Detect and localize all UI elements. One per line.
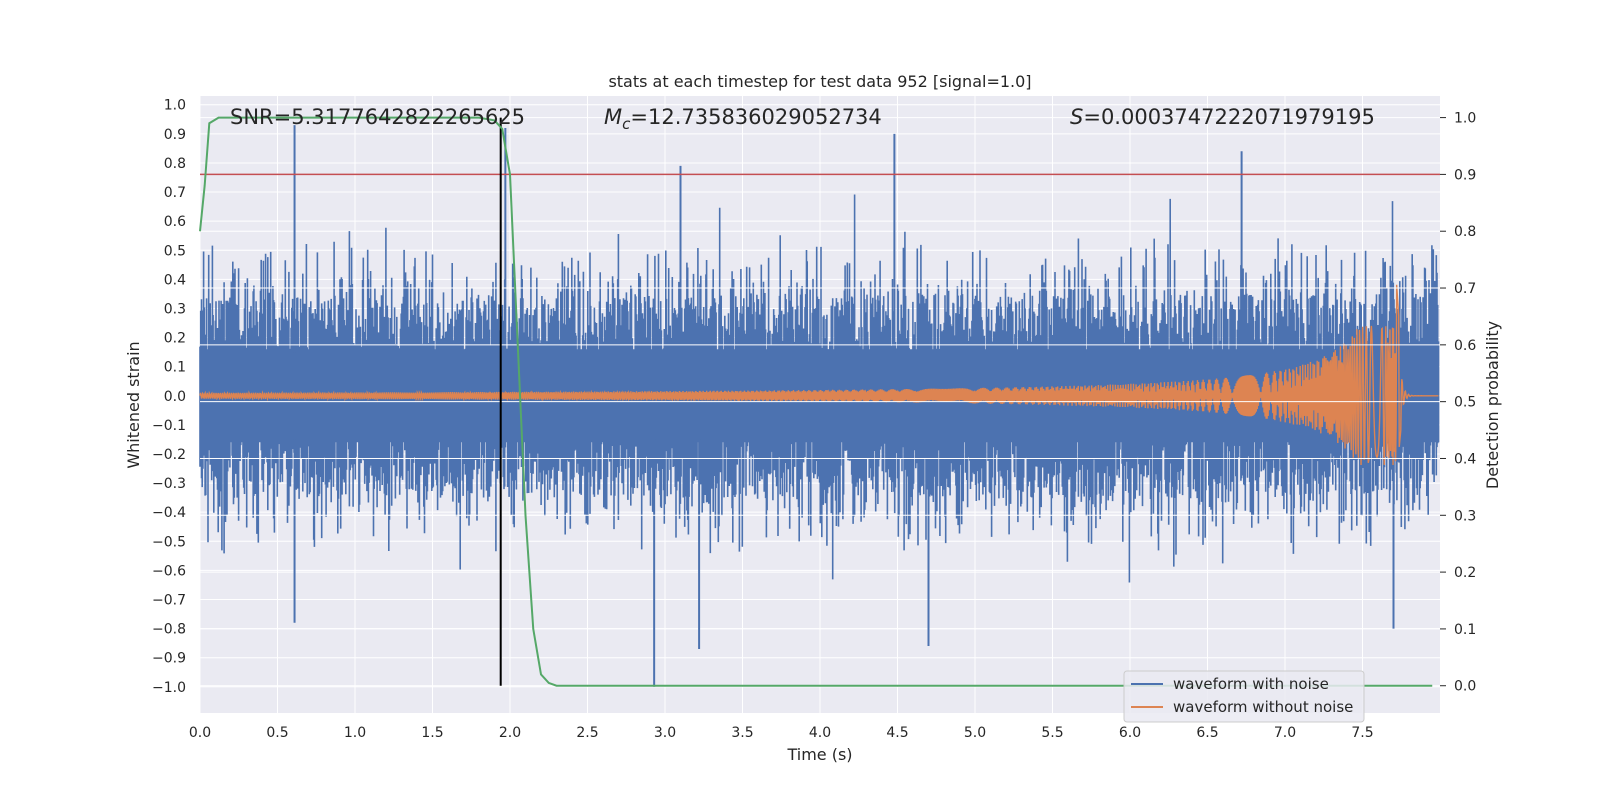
x-tick-label: 3.0: [654, 725, 676, 741]
x-tick-label: 5.0: [964, 725, 986, 741]
x-tick-label: 6.5: [1196, 725, 1218, 741]
y-tick-label: −0.5: [152, 534, 186, 550]
y-tick-label: 0.0: [164, 389, 186, 405]
y2-tick-label: 0.4: [1454, 451, 1476, 467]
y-tick-label: −0.1: [152, 418, 186, 434]
y-axis-label: Whitened strain: [124, 341, 143, 468]
y2-tick-label: 0.6: [1454, 338, 1476, 354]
y-tick-label: 0.3: [164, 301, 186, 317]
y-tick-label: 0.8: [164, 156, 186, 172]
y-tick-labels: 1.0 0.9 0.8 0.7 0.6 0.5 0.4 0.3 0.2 0.1 0.0 −0.1 −0.…: [152, 98, 186, 696]
x-tick-label: 5.5: [1041, 725, 1063, 741]
x-tick-label: 0.0: [189, 725, 211, 741]
y2-tick-label: 0.2: [1454, 565, 1476, 581]
legend-box: [1123, 670, 1365, 723]
y-tick-label: 0.4: [164, 272, 186, 288]
y-tick-label: −0.3: [152, 476, 186, 492]
y-tick-label: 0.1: [164, 360, 186, 376]
legend-label-noise: waveform with noise: [1173, 675, 1329, 693]
x-tick-label: 7.5: [1351, 725, 1373, 741]
y-tick-label: −0.8: [152, 622, 186, 638]
y2-axis-label: Detection probability: [1483, 321, 1502, 489]
x-tick-label: 1.0: [344, 725, 366, 741]
x-tick-label: 2.5: [576, 725, 598, 741]
y-tick-label: 0.2: [164, 331, 186, 347]
x-axis-label: Time (s): [786, 745, 852, 764]
x-tick-label: 0.5: [266, 725, 288, 741]
x-tick-label: 2.0: [499, 725, 521, 741]
x-tick-label: 1.5: [421, 725, 443, 741]
y2-tick-label: 1.0: [1454, 111, 1476, 127]
series-layer: [199, 116, 1440, 687]
chirp-mass-annotation: Mc=12.735836029052734: [604, 105, 882, 133]
chart-title: stats at each timestep for test data 952…: [608, 72, 1031, 91]
y-tick-label: −0.4: [152, 505, 186, 521]
y-tick-label: 0.9: [164, 127, 186, 143]
y-tick-label: 1.0: [164, 98, 186, 114]
y-tick-label: −0.6: [152, 563, 186, 579]
y-tick-label: 0.7: [164, 185, 186, 201]
y2-tick-label: 0.9: [1454, 167, 1476, 183]
y2-tick-label: 0.0: [1454, 679, 1476, 695]
y2-tick-label: 0.3: [1454, 508, 1476, 524]
y2-tick-label: 0.5: [1454, 395, 1476, 411]
y-tick-label: −0.7: [152, 592, 186, 608]
s-annotation: S=0.0003747222071979195: [1070, 105, 1375, 129]
detection-probability-line: [199, 116, 1433, 687]
x-tick-label: 7.0: [1274, 725, 1296, 741]
snr-annotation: SNR=5.3177642822265625: [230, 105, 525, 129]
y2-tick-label: 0.1: [1454, 622, 1476, 638]
y-tick-label: −0.9: [152, 651, 186, 667]
x-tick-labels: 0.0 0.5 1.0 1.5 2.0 2.5 3.0 3.5 4.0 4.5 5.0 5.5 6.0 6…: [189, 725, 1374, 741]
x-tick-label: 4.5: [886, 725, 908, 741]
x-tick-label: 6.0: [1119, 725, 1141, 741]
y-tick-label: −0.2: [152, 447, 186, 463]
x-tick-label: 4.0: [809, 725, 831, 741]
legend-label-clean: waveform without noise: [1173, 698, 1353, 716]
y-tick-label: −1.0: [152, 680, 186, 696]
y-tick-label: 0.5: [164, 243, 186, 259]
legend: waveform with noise waveform without noi…: [1123, 670, 1365, 723]
y2-tick-label: 0.7: [1454, 281, 1476, 297]
y-tick-label: 0.6: [164, 214, 186, 230]
clean-waveform-line: [199, 284, 1439, 466]
x-tick-label: 3.5: [731, 725, 753, 741]
y2-tick-labels: 1.0 0.9 0.8 0.7 0.6 0.5 0.4 0.3 0.2 0.1 0.0: [1440, 111, 1476, 695]
y2-tick-label: 0.8: [1454, 224, 1476, 240]
